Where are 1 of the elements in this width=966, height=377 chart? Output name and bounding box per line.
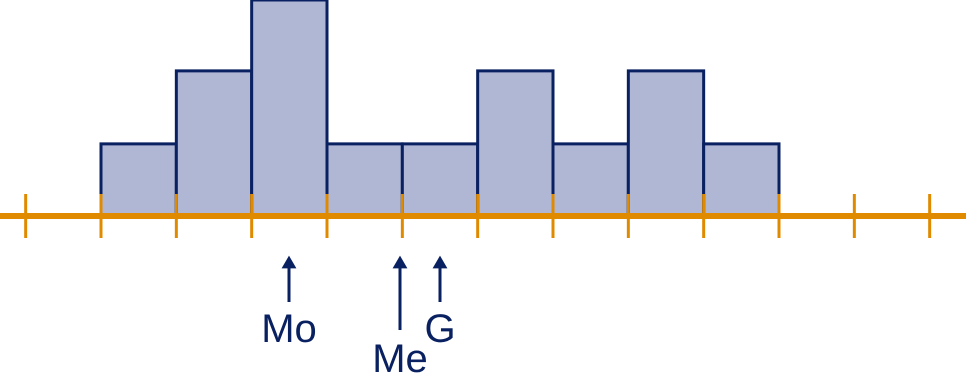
- text: Mo: [261, 307, 317, 351]
